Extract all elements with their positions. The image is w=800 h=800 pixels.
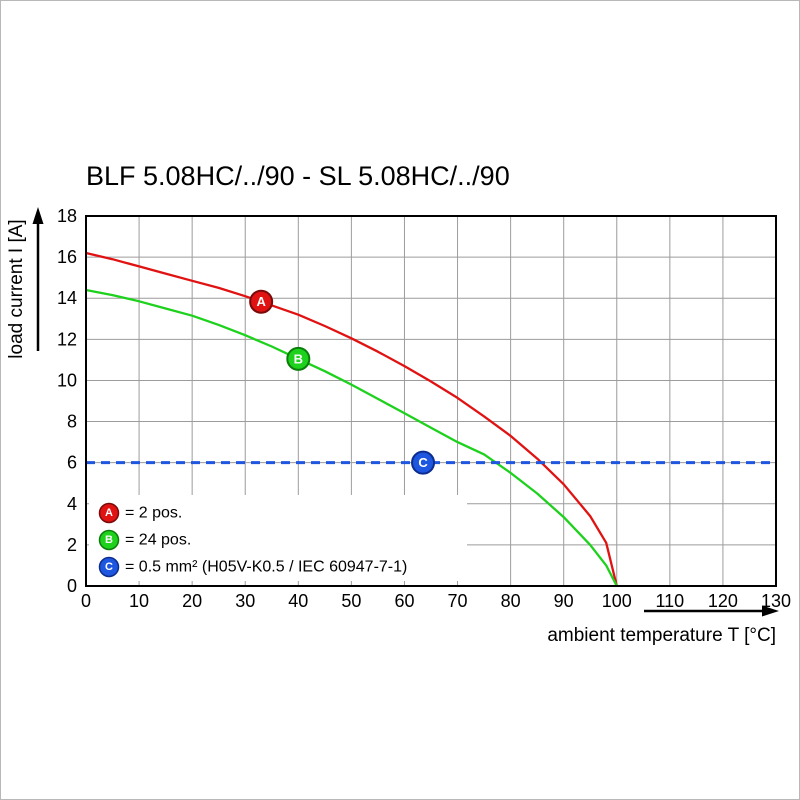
marker-C (411, 450, 436, 475)
legend-badge-letter-C: C (105, 561, 113, 573)
x-tick-label: 70 (448, 591, 468, 611)
legend-badge-B (98, 529, 120, 551)
legend-label-C: = 0.5 mm² (H05V-K0.5 / IEC 60947-7-1) (125, 559, 407, 576)
y-tick-label: 8 (67, 412, 77, 432)
x-axis-arrow (644, 605, 779, 617)
legend-label-A: = 2 pos. (125, 505, 182, 522)
series-B-curve (85, 288, 618, 587)
plot-border (85, 215, 777, 587)
chart-title: BLF 5.08HC/../90 - SL 5.08HC/../90 (86, 161, 510, 191)
y-tick-label: 18 (57, 206, 77, 226)
x-tick-label: 0 (81, 591, 91, 611)
marker-letter-A: A (256, 294, 266, 309)
legend-badge-letter-B: B (105, 534, 113, 546)
y-axis-arrow (32, 207, 44, 351)
marker-letter-C: C (418, 455, 428, 470)
x-tick-label: 130 (761, 591, 791, 611)
x-axis-label: ambient temperature T [°C] (547, 625, 776, 646)
x-tick-label: 60 (394, 591, 414, 611)
plot-area: 0 2 4 6 8 10 12 14 16 18 0 10 20 30 40 50 60 70 80 90 100 110… (57, 206, 791, 611)
x-tick-label: 100 (602, 591, 632, 611)
x-tick-label: 30 (235, 591, 255, 611)
y-tick-label: 4 (67, 494, 77, 514)
legend-badge-A (98, 502, 120, 524)
y-tick-label: 12 (57, 329, 77, 349)
x-tick-label: 80 (501, 591, 521, 611)
y-tick-label: 16 (57, 247, 77, 267)
x-tick-label: 20 (182, 591, 202, 611)
legend-label-B: = 24 pos. (125, 532, 191, 549)
x-tick-label: 50 (341, 591, 361, 611)
y-tick-label: 6 (67, 453, 77, 473)
legend-box (89, 495, 467, 581)
x-tick-label: 90 (554, 591, 574, 611)
x-tick-label: 10 (129, 591, 149, 611)
marker-B (286, 346, 311, 371)
marker-A (249, 289, 274, 314)
y-tick-label: 10 (57, 370, 77, 390)
y-tick-label: 0 (67, 576, 77, 596)
marker-letter-B: B (294, 351, 303, 366)
series-A-curve (85, 251, 618, 587)
y-tick-label: 2 (67, 535, 77, 555)
x-tick-label: 110 (655, 591, 684, 611)
y-axis-label: load current I [A] (6, 219, 27, 358)
legend-badge-C (98, 556, 120, 578)
y-tick-label: 14 (57, 288, 77, 308)
legend-badge-letter-A: A (105, 507, 113, 519)
x-tick-label: 120 (708, 591, 738, 611)
x-tick-label: 40 (288, 591, 308, 611)
